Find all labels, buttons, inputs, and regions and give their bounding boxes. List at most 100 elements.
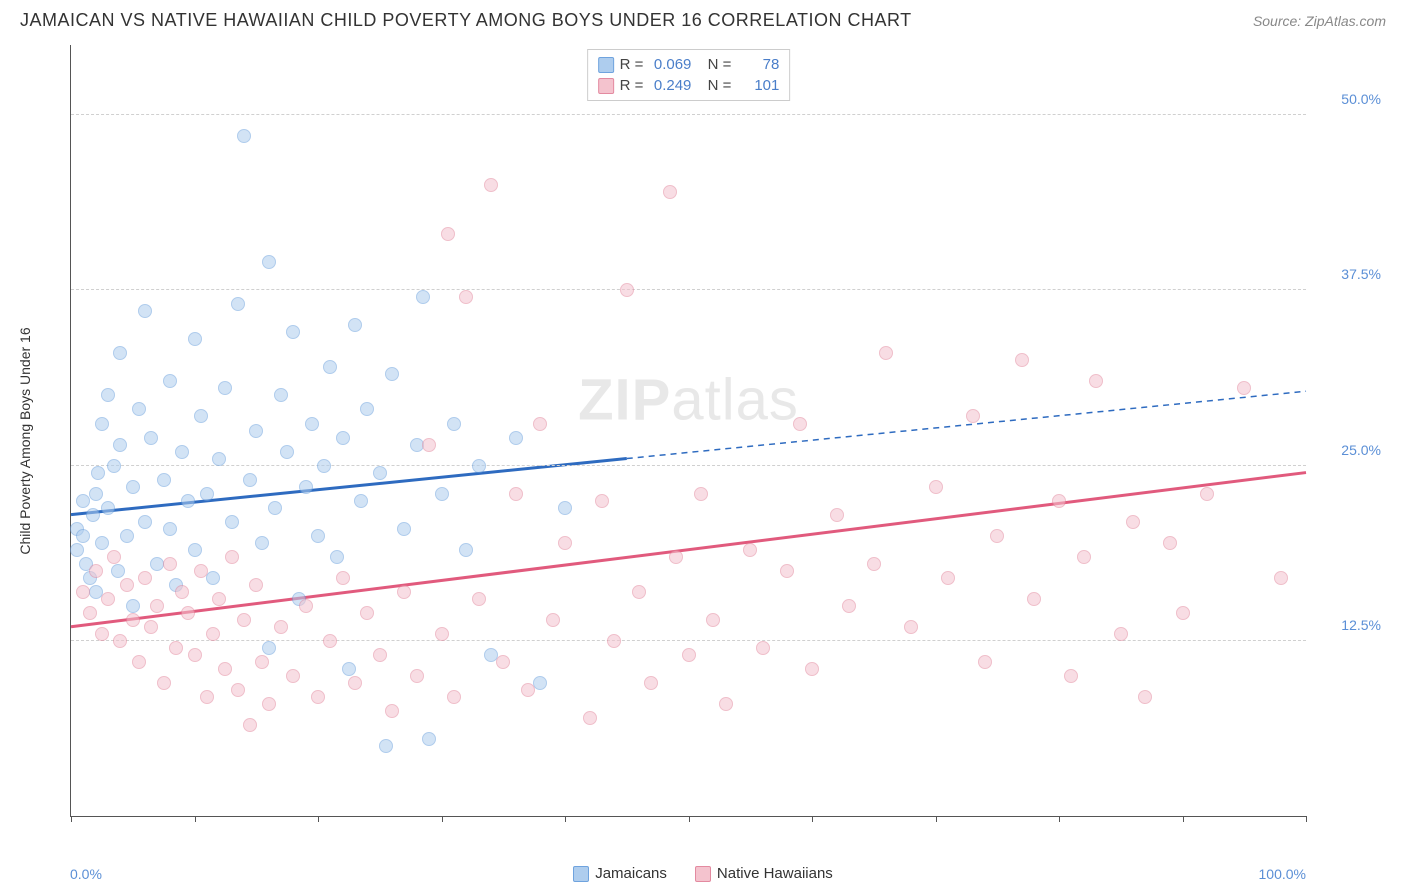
data-point — [126, 599, 140, 613]
data-point — [101, 592, 115, 606]
data-point — [175, 445, 189, 459]
data-point — [941, 571, 955, 585]
data-point — [583, 711, 597, 725]
data-point — [120, 578, 134, 592]
data-point — [101, 501, 115, 515]
data-point — [644, 676, 658, 690]
data-point — [280, 445, 294, 459]
data-point — [113, 438, 127, 452]
data-point — [1176, 606, 1190, 620]
plot-area: ZIPatlas R = 0.069 N = 78 R = 0.249 N = … — [70, 45, 1306, 817]
data-point — [521, 683, 535, 697]
data-point — [101, 388, 115, 402]
x-tick — [1183, 816, 1184, 822]
data-point — [120, 529, 134, 543]
data-point — [546, 613, 560, 627]
data-point — [323, 360, 337, 374]
data-point — [76, 585, 90, 599]
data-point — [1027, 592, 1041, 606]
data-point — [595, 494, 609, 508]
data-point — [484, 178, 498, 192]
data-point — [206, 571, 220, 585]
x-tick — [936, 816, 937, 822]
data-point — [1163, 536, 1177, 550]
data-point — [929, 480, 943, 494]
data-point — [175, 585, 189, 599]
scatter-chart: Child Poverty Among Boys Under 16 ZIPatl… — [50, 45, 1386, 837]
x-tick — [689, 816, 690, 822]
legend-swatch-icon — [695, 866, 711, 882]
data-point — [682, 648, 696, 662]
data-point — [138, 571, 152, 585]
data-point — [694, 487, 708, 501]
data-point — [1274, 571, 1288, 585]
data-point — [441, 227, 455, 241]
data-point — [91, 466, 105, 480]
data-point — [1126, 515, 1140, 529]
data-point — [132, 402, 146, 416]
data-point — [255, 536, 269, 550]
data-point — [317, 459, 331, 473]
data-point — [842, 599, 856, 613]
data-point — [330, 550, 344, 564]
data-point — [1200, 487, 1214, 501]
data-point — [620, 283, 634, 297]
data-point — [249, 578, 263, 592]
legend-swatch-icon — [598, 57, 614, 73]
x-tick — [1059, 816, 1060, 822]
data-point — [194, 564, 208, 578]
gridline — [71, 289, 1306, 290]
data-point — [459, 290, 473, 304]
data-point — [200, 690, 214, 704]
data-point — [397, 585, 411, 599]
data-point — [138, 515, 152, 529]
data-point — [336, 571, 350, 585]
data-point — [805, 662, 819, 676]
y-tick-label: 50.0% — [1311, 91, 1381, 107]
data-point — [533, 417, 547, 431]
data-point — [157, 473, 171, 487]
gridline — [71, 114, 1306, 115]
data-point — [113, 346, 127, 360]
data-point — [743, 543, 757, 557]
data-point — [1015, 353, 1029, 367]
data-point — [218, 381, 232, 395]
y-tick-label: 12.5% — [1311, 617, 1381, 633]
data-point — [225, 515, 239, 529]
data-point — [990, 529, 1004, 543]
data-point — [509, 431, 523, 445]
data-point — [206, 627, 220, 641]
data-point — [262, 697, 276, 711]
data-point — [76, 529, 90, 543]
data-point — [89, 487, 103, 501]
data-point — [607, 634, 621, 648]
data-point — [397, 522, 411, 536]
data-point — [472, 592, 486, 606]
x-tick — [442, 816, 443, 822]
data-point — [793, 417, 807, 431]
data-point — [385, 704, 399, 718]
x-tick — [1306, 816, 1307, 822]
data-point — [780, 564, 794, 578]
data-point — [218, 662, 232, 676]
data-point — [422, 732, 436, 746]
chart-header: JAMAICAN VS NATIVE HAWAIIAN CHILD POVERT… — [0, 0, 1406, 37]
chart-title: JAMAICAN VS NATIVE HAWAIIAN CHILD POVERT… — [20, 10, 912, 31]
data-point — [243, 473, 257, 487]
data-point — [225, 550, 239, 564]
legend-label: Jamaicans — [595, 865, 667, 882]
data-point — [268, 501, 282, 515]
x-tick — [195, 816, 196, 822]
data-point — [188, 648, 202, 662]
data-point — [286, 669, 300, 683]
source-credit: Source: ZipAtlas.com — [1253, 13, 1386, 29]
legend-item: Jamaicans — [573, 865, 667, 882]
r-value: 0.249 — [649, 75, 691, 96]
legend-swatch-icon — [598, 78, 614, 94]
data-point — [379, 739, 393, 753]
data-point — [188, 543, 202, 557]
data-point — [435, 487, 449, 501]
data-point — [231, 297, 245, 311]
legend-row: R = 0.069 N = 78 — [598, 54, 780, 75]
data-point — [706, 613, 720, 627]
